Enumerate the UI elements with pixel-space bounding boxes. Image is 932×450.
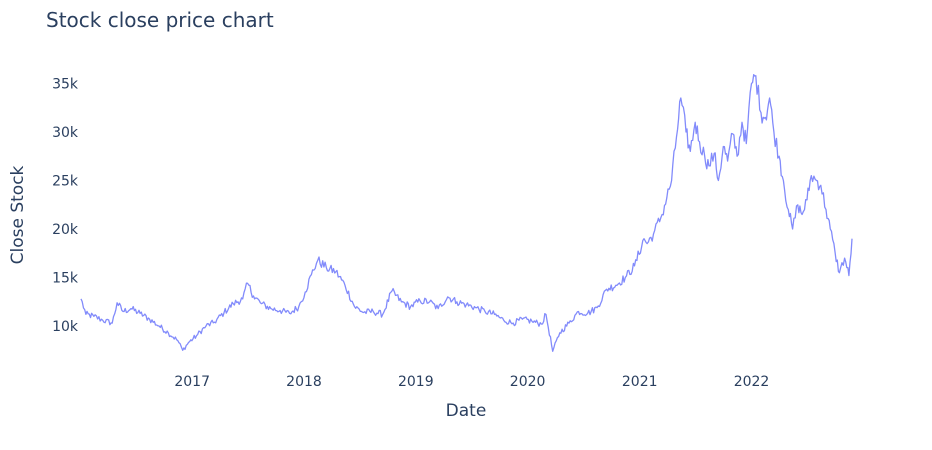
chart-title: Stock close price chart <box>46 8 274 32</box>
y-axis-ticks: 10k 15k 20k 25k 30k 35k <box>52 76 79 335</box>
y-tick-label: 20k <box>52 222 79 238</box>
x-axis-title: Date <box>446 401 487 421</box>
y-tick-label: 15k <box>52 271 79 287</box>
y-tick-label: 25k <box>52 173 79 189</box>
x-tick-label: 2017 <box>174 374 210 390</box>
x-axis-ticks: 2017 2018 2019 2020 2021 2022 <box>174 374 769 390</box>
y-tick-label: 30k <box>52 125 79 141</box>
y-axis-title: Close Stock <box>8 165 28 264</box>
x-tick-label: 2022 <box>734 374 770 390</box>
y-tick-label: 10k <box>52 319 79 335</box>
x-tick-label: 2019 <box>398 374 434 390</box>
x-tick-label: 2020 <box>510 374 546 390</box>
y-tick-label: 35k <box>52 76 79 92</box>
x-tick-label: 2021 <box>622 374 658 390</box>
close-price-line <box>80 73 853 352</box>
x-tick-label: 2018 <box>286 374 322 390</box>
